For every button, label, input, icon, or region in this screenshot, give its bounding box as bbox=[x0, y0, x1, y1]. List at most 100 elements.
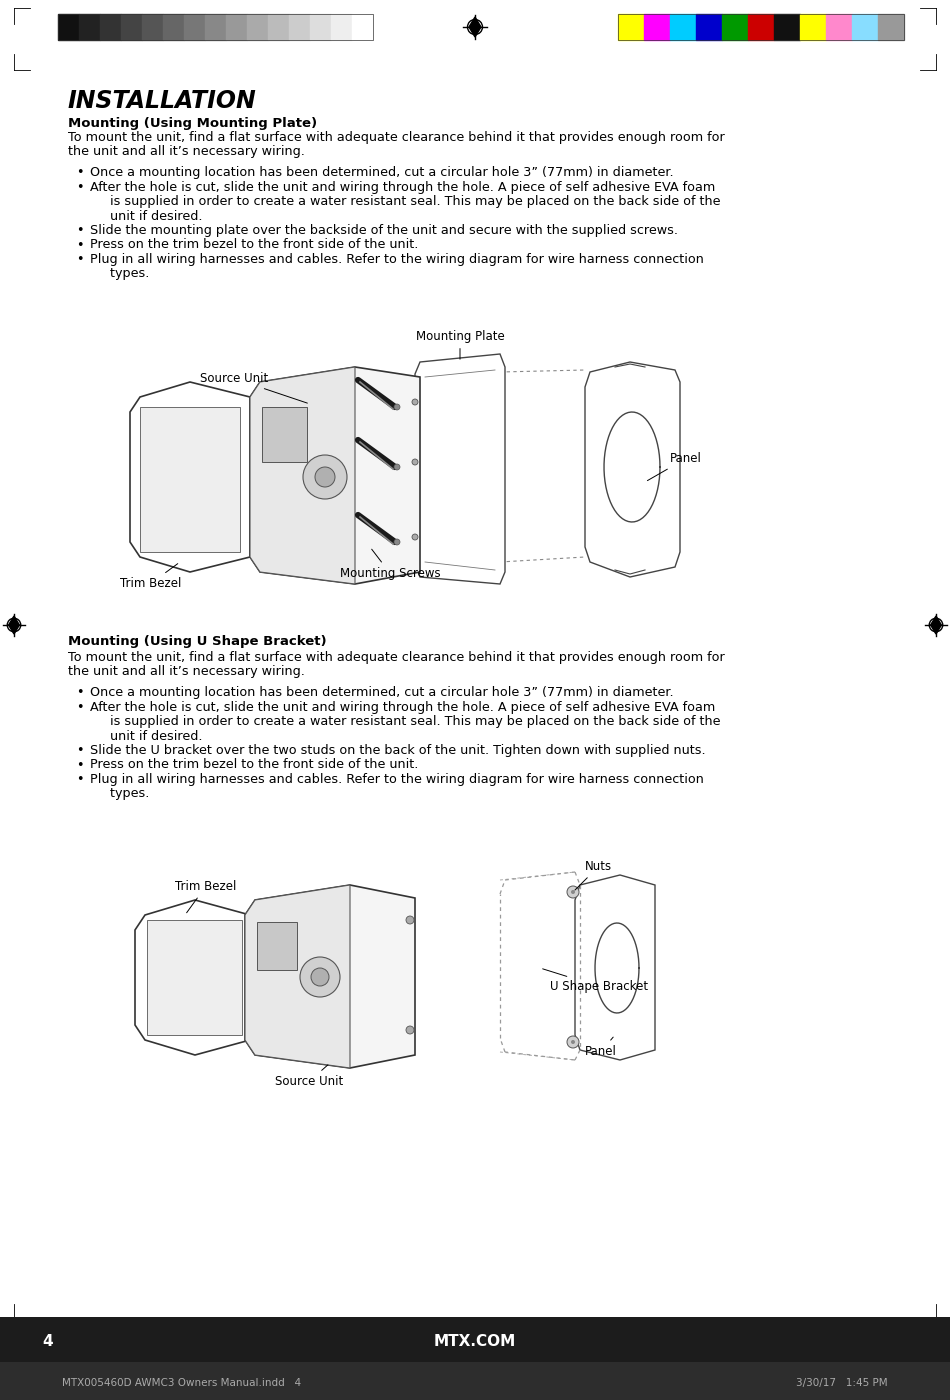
Text: Panel: Panel bbox=[585, 1037, 617, 1058]
Polygon shape bbox=[469, 1372, 481, 1390]
Text: types.: types. bbox=[90, 787, 149, 801]
Text: Mounting Screws: Mounting Screws bbox=[340, 549, 441, 580]
Bar bbox=[0, 1317, 950, 1362]
Circle shape bbox=[567, 1036, 579, 1049]
Text: •: • bbox=[76, 686, 84, 699]
Text: types.: types. bbox=[90, 267, 149, 280]
Bar bbox=[722, 14, 748, 41]
Bar bbox=[0, 1362, 950, 1400]
Bar bbox=[163, 14, 184, 41]
Bar bbox=[352, 14, 373, 41]
Polygon shape bbox=[9, 616, 19, 634]
Bar bbox=[644, 14, 670, 41]
Bar bbox=[58, 14, 79, 41]
Text: •: • bbox=[76, 224, 84, 237]
Polygon shape bbox=[931, 616, 941, 634]
Text: To mount the unit, find a flat surface with adequate clearance behind it that pr: To mount the unit, find a flat surface w… bbox=[68, 132, 725, 144]
Text: •: • bbox=[76, 759, 84, 771]
Bar bbox=[670, 14, 696, 41]
Text: unit if desired.: unit if desired. bbox=[90, 210, 202, 223]
Text: Once a mounting location has been determined, cut a circular hole 3” (77mm) in d: Once a mounting location has been determ… bbox=[90, 167, 674, 179]
Text: Plug in all wiring harnesses and cables. Refer to the wiring diagram for wire ha: Plug in all wiring harnesses and cables.… bbox=[90, 773, 704, 785]
Text: Panel: Panel bbox=[647, 452, 702, 480]
Bar bbox=[205, 14, 226, 41]
Circle shape bbox=[406, 916, 414, 924]
Text: Mounting (Using U Shape Bracket): Mounting (Using U Shape Bracket) bbox=[68, 636, 327, 648]
Bar bbox=[618, 14, 644, 41]
Polygon shape bbox=[245, 885, 350, 1068]
Text: the unit and all it’s necessary wiring.: the unit and all it’s necessary wiring. bbox=[68, 146, 305, 158]
Polygon shape bbox=[415, 354, 505, 584]
Circle shape bbox=[406, 1026, 414, 1035]
Circle shape bbox=[315, 468, 335, 487]
Text: unit if desired.: unit if desired. bbox=[90, 729, 202, 742]
Bar bbox=[100, 14, 121, 41]
Text: Press on the trim bezel to the front side of the unit.: Press on the trim bezel to the front sid… bbox=[90, 238, 418, 252]
Bar bbox=[184, 14, 205, 41]
Text: is supplied in order to create a water resistant seal. This may be placed on the: is supplied in order to create a water r… bbox=[90, 715, 720, 728]
Bar bbox=[852, 14, 878, 41]
Circle shape bbox=[571, 1040, 575, 1044]
Bar bbox=[289, 14, 310, 41]
Polygon shape bbox=[575, 875, 655, 1060]
Circle shape bbox=[412, 399, 418, 405]
Bar bbox=[310, 14, 331, 41]
Text: Once a mounting location has been determined, cut a circular hole 3” (77mm) in d: Once a mounting location has been determ… bbox=[90, 686, 674, 699]
Bar bbox=[331, 14, 352, 41]
Text: Trim Bezel: Trim Bezel bbox=[175, 881, 237, 913]
Bar bbox=[142, 14, 163, 41]
Circle shape bbox=[567, 886, 579, 897]
Bar bbox=[268, 14, 289, 41]
Bar bbox=[140, 407, 240, 552]
Text: •: • bbox=[76, 773, 84, 785]
Circle shape bbox=[571, 890, 575, 895]
Circle shape bbox=[303, 455, 347, 498]
Text: •: • bbox=[76, 181, 84, 193]
Bar bbox=[257, 923, 297, 970]
Text: is supplied in order to create a water resistant seal. This may be placed on the: is supplied in order to create a water r… bbox=[90, 195, 720, 209]
Text: the unit and all it’s necessary wiring.: the unit and all it’s necessary wiring. bbox=[68, 665, 305, 679]
Text: Mounting (Using Mounting Plate): Mounting (Using Mounting Plate) bbox=[68, 118, 317, 130]
Bar bbox=[147, 920, 242, 1035]
Circle shape bbox=[394, 463, 400, 470]
Text: To mount the unit, find a flat surface with adequate clearance behind it that pr: To mount the unit, find a flat surface w… bbox=[68, 651, 725, 664]
Bar bbox=[58, 14, 373, 41]
Text: Slide the mounting plate over the backside of the unit and secure with the suppl: Slide the mounting plate over the backsi… bbox=[90, 224, 678, 237]
Text: •: • bbox=[76, 238, 84, 252]
Text: Nuts: Nuts bbox=[575, 860, 612, 890]
Text: After the hole is cut, slide the unit and wiring through the hole. A piece of se: After the hole is cut, slide the unit an… bbox=[90, 181, 715, 193]
Circle shape bbox=[394, 405, 400, 410]
Polygon shape bbox=[245, 885, 415, 1068]
Circle shape bbox=[311, 967, 329, 986]
Text: •: • bbox=[76, 743, 84, 757]
Bar bbox=[800, 14, 826, 41]
Polygon shape bbox=[250, 367, 355, 584]
Polygon shape bbox=[130, 382, 250, 573]
Text: U Shape Bracket: U Shape Bracket bbox=[542, 969, 648, 993]
Text: Mounting Plate: Mounting Plate bbox=[416, 330, 504, 360]
Bar bbox=[121, 14, 142, 41]
Text: Source Unit: Source Unit bbox=[200, 372, 308, 403]
Text: Plug in all wiring harnesses and cables. Refer to the wiring diagram for wire ha: Plug in all wiring harnesses and cables.… bbox=[90, 253, 704, 266]
Text: •: • bbox=[76, 700, 84, 714]
Text: Press on the trim bezel to the front side of the unit.: Press on the trim bezel to the front sid… bbox=[90, 759, 418, 771]
Circle shape bbox=[300, 958, 340, 997]
Text: 4: 4 bbox=[42, 1334, 52, 1350]
Bar bbox=[79, 14, 100, 41]
Text: Source Unit: Source Unit bbox=[275, 1065, 343, 1088]
Bar bbox=[226, 14, 247, 41]
Text: Trim Bezel: Trim Bezel bbox=[120, 564, 181, 589]
Bar bbox=[774, 14, 800, 41]
Polygon shape bbox=[469, 17, 481, 36]
Text: •: • bbox=[76, 253, 84, 266]
Text: Slide the U bracket over the two studs on the back of the unit. Tighten down wit: Slide the U bracket over the two studs o… bbox=[90, 743, 706, 757]
Text: MTX.COM: MTX.COM bbox=[434, 1334, 516, 1350]
Bar bbox=[262, 407, 307, 462]
Polygon shape bbox=[135, 900, 250, 1056]
Polygon shape bbox=[500, 872, 580, 1060]
Text: After the hole is cut, slide the unit and wiring through the hole. A piece of se: After the hole is cut, slide the unit an… bbox=[90, 700, 715, 714]
Circle shape bbox=[412, 459, 418, 465]
Bar bbox=[618, 14, 904, 41]
Text: MTX005460D AWMC3 Owners Manual.indd   4: MTX005460D AWMC3 Owners Manual.indd 4 bbox=[62, 1378, 301, 1387]
Bar bbox=[748, 14, 774, 41]
